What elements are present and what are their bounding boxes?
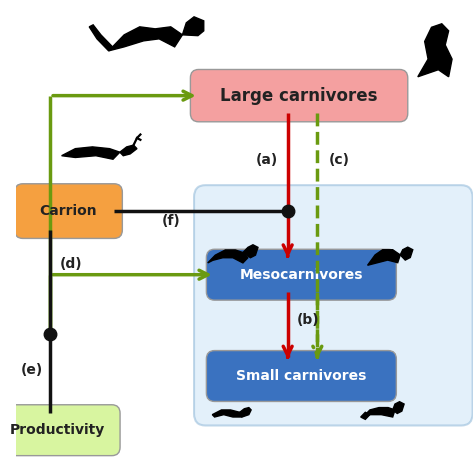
FancyBboxPatch shape — [191, 70, 408, 122]
Polygon shape — [182, 17, 204, 36]
Text: Carrion: Carrion — [40, 204, 97, 218]
Text: Mesocarnivores: Mesocarnivores — [240, 268, 363, 282]
Text: (b): (b) — [297, 313, 319, 327]
FancyBboxPatch shape — [0, 405, 120, 456]
Text: (d): (d) — [59, 256, 82, 271]
Polygon shape — [120, 145, 137, 156]
FancyBboxPatch shape — [206, 351, 396, 401]
FancyBboxPatch shape — [15, 184, 122, 238]
Polygon shape — [367, 250, 400, 265]
Polygon shape — [400, 247, 413, 260]
Text: (c): (c) — [329, 153, 350, 167]
Polygon shape — [109, 27, 182, 51]
FancyBboxPatch shape — [206, 249, 396, 300]
Polygon shape — [62, 147, 120, 159]
Polygon shape — [89, 25, 112, 51]
Polygon shape — [392, 401, 404, 413]
Polygon shape — [361, 412, 370, 419]
Text: (f): (f) — [162, 214, 181, 228]
Text: Productivity: Productivity — [9, 423, 105, 437]
FancyBboxPatch shape — [194, 185, 473, 426]
Text: Small carnivores: Small carnivores — [236, 369, 366, 383]
Polygon shape — [208, 250, 248, 263]
Polygon shape — [240, 408, 251, 417]
Polygon shape — [363, 408, 395, 417]
Text: Large carnivores: Large carnivores — [220, 87, 378, 105]
Text: (a): (a) — [255, 153, 278, 167]
Polygon shape — [212, 410, 242, 417]
Polygon shape — [418, 24, 452, 77]
Polygon shape — [243, 245, 258, 258]
Text: (e): (e) — [20, 363, 43, 377]
